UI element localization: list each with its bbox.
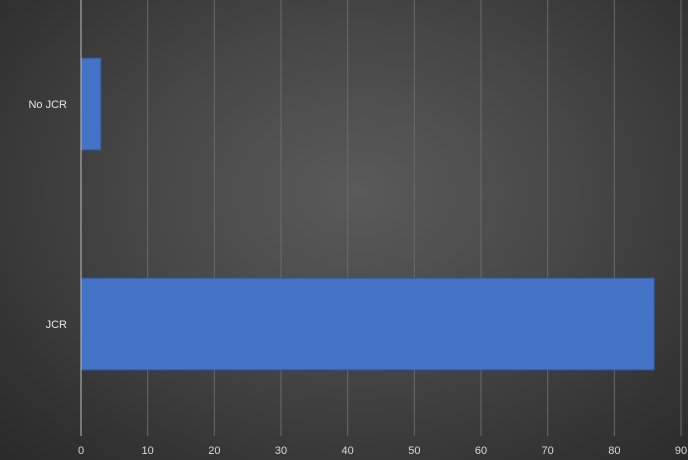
category-label: JCR	[46, 319, 67, 331]
x-tick-label: 50	[408, 445, 420, 457]
x-tick-label: 90	[675, 445, 687, 457]
x-tick-label: 80	[608, 445, 620, 457]
x-tick-label: 30	[275, 445, 287, 457]
x-tick-label: 0	[78, 445, 84, 457]
x-tick-label: 60	[475, 445, 487, 457]
x-tick-label: 20	[208, 445, 220, 457]
category-label: No JCR	[28, 99, 67, 111]
x-tick-label: 40	[342, 445, 354, 457]
gridlines	[147, 0, 682, 436]
bar-jcr	[80, 277, 655, 371]
x-axis-ticks: 0 10 20 30 40 50 60 70 80 90	[78, 445, 687, 457]
bars	[80, 57, 655, 371]
bar-no-jcr	[80, 57, 102, 151]
x-tick-label: 10	[142, 445, 154, 457]
x-tick-label: 70	[542, 445, 554, 457]
y-axis-categories: No JCR JCR	[28, 99, 67, 331]
